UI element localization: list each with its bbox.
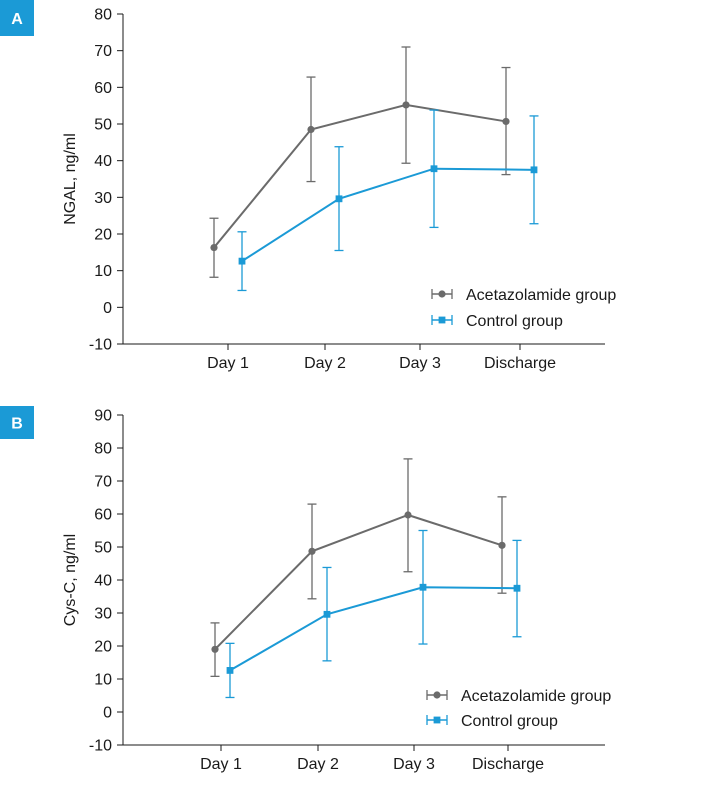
- y-tick-label: 50: [94, 540, 112, 557]
- panel-label: B: [11, 416, 23, 433]
- y-tick-label: 40: [94, 153, 112, 170]
- x-tick-label: Day 3: [399, 355, 441, 372]
- y-axis-title: NGAL, ng/ml: [62, 133, 79, 225]
- series-line: [214, 513, 503, 651]
- y-tick-label: 10: [94, 672, 112, 689]
- x-tick-label: Discharge: [472, 756, 544, 773]
- legend-marker: [438, 290, 446, 298]
- legend-marker: [433, 691, 441, 699]
- y-tick-label: 70: [94, 43, 112, 60]
- panel-label: A: [11, 11, 23, 28]
- data-point: [502, 117, 510, 126]
- data-point: [226, 667, 234, 674]
- y-tick-label: 80: [94, 7, 112, 24]
- data-point: [308, 547, 316, 555]
- data-point: [430, 165, 438, 173]
- panel-badge: [0, 406, 34, 439]
- y-tick-label: 70: [94, 474, 112, 491]
- legend-label: Control group: [461, 713, 558, 730]
- y-tick-label: 80: [94, 441, 112, 458]
- legend-item: Control group: [431, 313, 563, 330]
- data-point: [404, 511, 412, 519]
- chart-panel-a: A -10 0 10 20 30 40 50 60 70 80 Day 1 Day 2 Day 3 Disc…: [0, 0, 616, 372]
- data-point: [498, 541, 506, 549]
- legend-marker: [433, 716, 441, 724]
- series-control: [237, 109, 539, 292]
- legend-marker: [438, 316, 446, 324]
- y-tick-label: -10: [89, 337, 112, 354]
- legend-item: Acetazolamide group: [431, 287, 616, 304]
- x-tick-label: Day 3: [393, 756, 435, 773]
- y-tick-label: 90: [94, 408, 112, 425]
- y-tick-label: 60: [94, 507, 112, 524]
- y-tick-label: 20: [94, 639, 112, 656]
- legend-label: Acetazolamide group: [466, 287, 616, 304]
- series-acetazolamide: [210, 458, 507, 678]
- data-point: [210, 243, 218, 252]
- y-tick-label: 40: [94, 573, 112, 590]
- data-point: [211, 645, 219, 653]
- x-tick-label: Day 2: [297, 756, 339, 773]
- y-tick-label: 20: [94, 227, 112, 244]
- series-acetazolamide: [209, 46, 511, 278]
- legend-label: Control group: [466, 313, 563, 330]
- legend-item: Control group: [426, 713, 558, 730]
- panel-badge: [0, 0, 34, 36]
- legend-label: Acetazolamide group: [461, 688, 611, 705]
- chart-panel-b: B -10 0 10 20 30 40 50 60 70 80 90 Day 1 Day 2 Day 3 Di…: [0, 406, 611, 773]
- x-tick-label: Day 2: [304, 355, 346, 372]
- y-tick-label: 30: [94, 190, 112, 207]
- x-tick-label: Day 1: [200, 756, 242, 773]
- series-line: [241, 167, 535, 262]
- legend-item: Acetazolamide group: [426, 688, 611, 705]
- data-point: [238, 257, 246, 265]
- x-tick-label: Discharge: [484, 355, 556, 372]
- series-line: [213, 103, 507, 249]
- series-control: [225, 529, 522, 699]
- data-point: [335, 195, 343, 203]
- data-point: [530, 166, 538, 174]
- y-tick-label: 10: [94, 263, 112, 280]
- data-point: [307, 125, 315, 134]
- y-tick-label: 0: [103, 705, 112, 722]
- y-tick-label: 50: [94, 117, 112, 134]
- data-point: [513, 584, 521, 592]
- series-line: [229, 586, 518, 672]
- y-tick-label: 30: [94, 606, 112, 623]
- y-tick-label: 60: [94, 80, 112, 97]
- x-tick-label: Day 1: [207, 355, 249, 372]
- data-point: [402, 101, 410, 109]
- data-point: [419, 583, 427, 591]
- y-axis-title: Cys-C, ng/ml: [62, 534, 79, 626]
- y-tick-label: 0: [103, 300, 112, 317]
- y-tick-label: -10: [89, 738, 112, 755]
- data-point: [323, 610, 331, 618]
